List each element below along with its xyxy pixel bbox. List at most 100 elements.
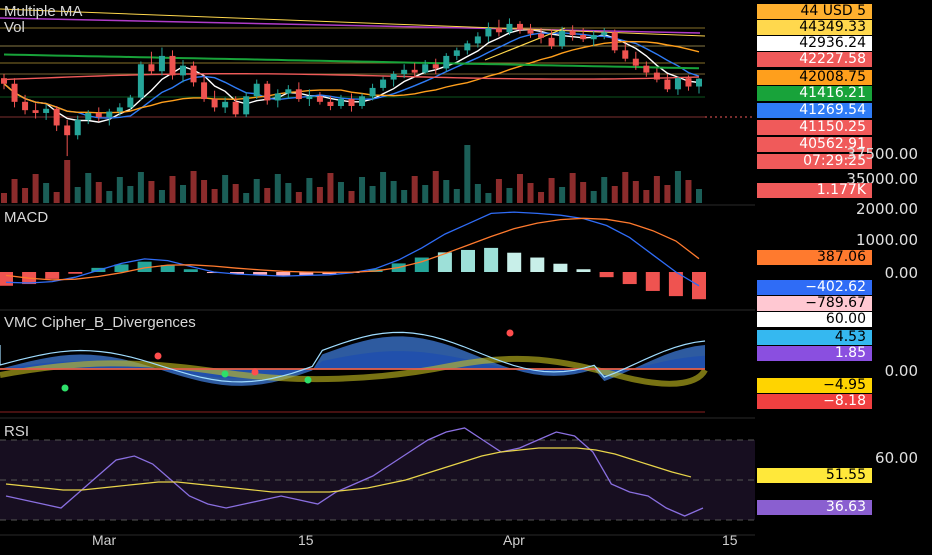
price-badge[interactable]: 40562.91 xyxy=(757,137,872,152)
candle-body xyxy=(506,23,513,33)
vmc-signal-dot xyxy=(251,368,259,376)
vmc-wave-line xyxy=(0,331,706,383)
volume-bar xyxy=(559,187,566,203)
macd-histogram-bar xyxy=(160,265,175,272)
volume-bar xyxy=(664,185,671,203)
macd-histogram-bar xyxy=(299,272,314,276)
price-badge[interactable]: 44349.33 xyxy=(757,20,872,35)
vmc-pane-title[interactable]: VMC Cipher_B_Divergences xyxy=(4,314,196,331)
volume-bar xyxy=(85,173,92,203)
price-axis-label: 37500.00 xyxy=(846,145,918,163)
candle-body xyxy=(601,32,608,36)
vmc-badge[interactable]: −4.95 xyxy=(757,378,872,393)
macd-histogram-bar xyxy=(622,272,637,285)
candle-body xyxy=(411,69,418,73)
volume-bar xyxy=(527,183,534,203)
candle-body xyxy=(180,65,187,76)
price-badge[interactable]: 41269.54 xyxy=(757,103,872,118)
rsi-badge[interactable]: 51.55 xyxy=(757,468,872,483)
price-badge[interactable]: 41416.21 xyxy=(757,86,872,101)
macd-pane-title[interactable]: MACD xyxy=(4,209,49,226)
macd-badge[interactable]: −789.67 xyxy=(757,296,872,311)
candle-body xyxy=(137,64,144,98)
macd-axis-label: 0.00 xyxy=(884,264,918,282)
price-badge[interactable]: 42008.75 xyxy=(757,70,872,85)
price-badge[interactable]: 42936.24 xyxy=(757,36,872,51)
macd-histogram-bar xyxy=(45,272,60,279)
candle-body xyxy=(243,96,250,115)
candle-body xyxy=(664,79,671,90)
volume-bar xyxy=(190,171,197,203)
volume-badge[interactable]: 1.177K xyxy=(757,183,872,198)
macd-histogram-bar xyxy=(507,252,522,272)
volume-bar xyxy=(685,180,692,203)
price-badge[interactable]: 44 USD 5 xyxy=(757,4,872,19)
volume-bar xyxy=(211,189,218,203)
signal-line xyxy=(5,217,700,281)
macd-histogram-bar xyxy=(183,269,198,272)
macd-badge[interactable]: 60.00 xyxy=(757,312,872,327)
vmc-badge[interactable]: 1.85 xyxy=(757,346,872,361)
macd-badge[interactable]: −402.62 xyxy=(757,280,872,295)
macd-histogram-bar xyxy=(668,272,683,297)
volume-bar xyxy=(453,189,460,203)
volume-bar xyxy=(653,176,660,203)
volume-bar xyxy=(696,189,702,203)
candle-body xyxy=(674,78,681,90)
volume-bar xyxy=(106,191,113,203)
candle-body xyxy=(306,96,313,100)
price-badge[interactable]: 41150.25 xyxy=(757,120,872,135)
macd-histogram-bar xyxy=(0,272,13,286)
volume-bar xyxy=(137,172,144,203)
vmc-signal-dot xyxy=(61,384,69,392)
volume-bar xyxy=(53,192,60,203)
volume-bar xyxy=(506,188,513,203)
volume-bar xyxy=(611,186,618,203)
candle-body xyxy=(538,33,545,38)
macd-histogram-bar xyxy=(530,257,545,272)
macd-axis-label: 1000.00 xyxy=(855,231,918,249)
volume-bar xyxy=(1,193,7,203)
volume-bar xyxy=(632,181,639,203)
candle-body xyxy=(359,96,366,106)
volume-bar xyxy=(327,173,334,203)
vmc-badge[interactable]: −8.18 xyxy=(757,394,872,409)
rsi-badge[interactable]: 36.63 xyxy=(757,500,872,515)
vmc-signal-dot xyxy=(506,329,514,337)
ma-yellow-line xyxy=(0,8,706,37)
volume-bar xyxy=(232,184,239,203)
candle-body xyxy=(95,112,102,118)
candle-body xyxy=(685,78,692,87)
candle-body xyxy=(127,97,134,108)
rsi-pane-title[interactable]: RSI xyxy=(4,423,30,440)
macd-histogram-bar xyxy=(137,261,152,272)
candle-body xyxy=(285,89,292,94)
time-axis-label: Apr xyxy=(503,532,525,548)
macd-histogram-bar xyxy=(114,264,129,272)
volume-bar xyxy=(316,187,323,203)
time-axis-label: 15 xyxy=(298,532,314,548)
candle-body xyxy=(116,107,123,112)
main-pane-title[interactable]: Multiple MA xyxy=(4,3,83,20)
candle-body xyxy=(85,112,92,120)
vmc-badge[interactable]: 4.53 xyxy=(757,330,872,345)
candle-body xyxy=(580,35,587,40)
volume-bar xyxy=(264,188,271,203)
volume-bar xyxy=(674,171,681,203)
macd-badge[interactable]: 387.06 xyxy=(757,250,872,265)
volume-pane-title[interactable]: Vol xyxy=(4,19,25,36)
vmc-axis-label: 0.00 xyxy=(884,362,918,380)
volume-bar xyxy=(401,190,408,203)
volume-bar xyxy=(180,185,187,203)
volume-bar xyxy=(432,171,439,203)
volume-bar xyxy=(580,182,587,203)
candle-body xyxy=(327,101,334,106)
volume-bar xyxy=(116,177,123,203)
price-badge[interactable]: 07:29:25 xyxy=(757,154,872,169)
candle-body xyxy=(696,78,702,87)
candle-body xyxy=(643,65,650,73)
volume-bar xyxy=(11,179,18,203)
price-badge[interactable]: 42227.58 xyxy=(757,52,872,67)
macd-histogram-bar xyxy=(461,249,475,272)
